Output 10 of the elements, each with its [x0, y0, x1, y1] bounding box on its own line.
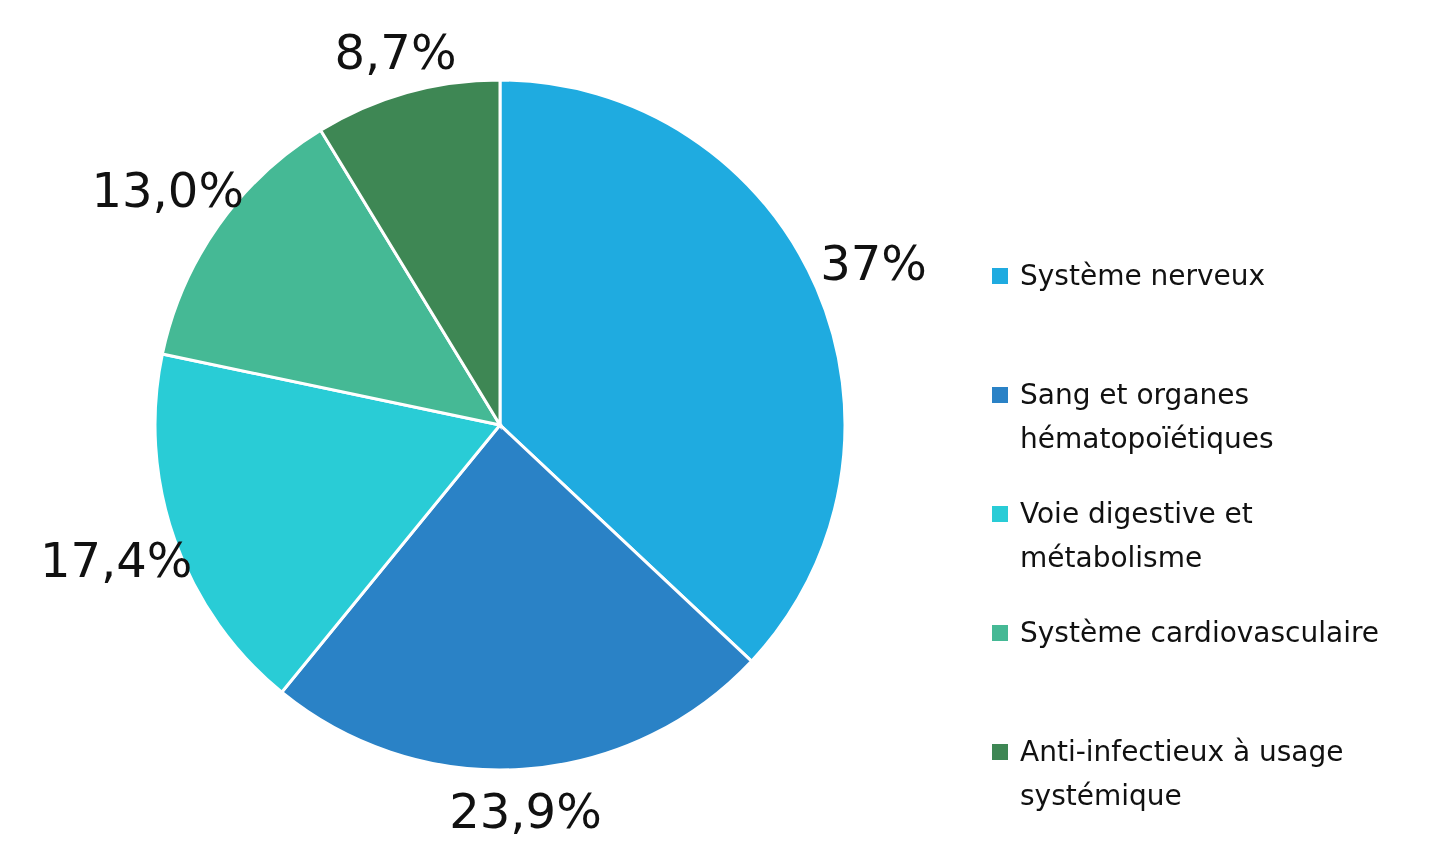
data-label: 13,0% [91, 161, 244, 218]
data-label: 8,7% [334, 24, 457, 81]
legend-label: Voie digestive et métabolisme [1020, 496, 1254, 576]
legend-label: Anti-infectieux à usage systémique [1020, 734, 1345, 814]
data-label: 37% [820, 235, 927, 292]
legend-label: Sang et organes hématopoïétiques [1020, 377, 1275, 457]
legend-label: Système nerveux [1020, 258, 1266, 294]
data-label: 23,9% [449, 783, 602, 840]
legend-label: Système cardiovasculaire [1020, 615, 1380, 651]
data-label: 17,4% [39, 532, 193, 589]
